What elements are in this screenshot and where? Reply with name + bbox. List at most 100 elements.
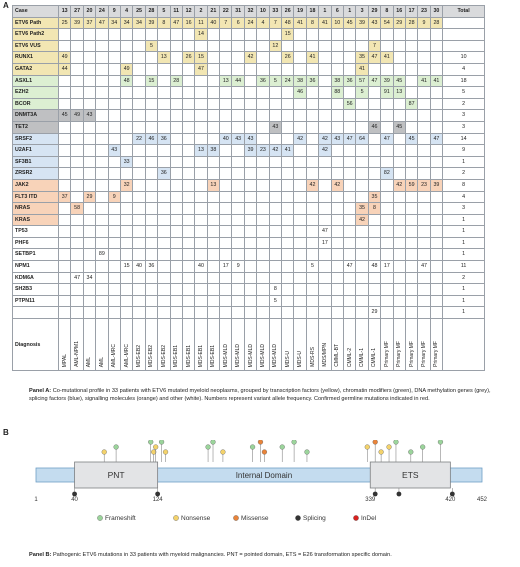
vaf-cell	[257, 121, 270, 134]
vaf-cell	[319, 87, 332, 99]
vaf-cell	[381, 179, 394, 192]
vaf-cell	[356, 261, 369, 273]
diagnosis-cell: MDS-EB1	[207, 319, 221, 372]
vaf-cell	[195, 307, 208, 320]
vaf-cell	[393, 249, 406, 262]
vaf-cell	[145, 156, 159, 169]
mutation-marker	[364, 444, 370, 450]
vaf-cell	[356, 295, 369, 308]
vaf-cell	[244, 214, 258, 227]
vaf-cell: 13	[158, 52, 171, 64]
vaf-cell	[381, 29, 394, 41]
vaf-cell: 15	[145, 75, 159, 88]
row-total: 9	[443, 145, 486, 157]
vaf-cell	[71, 156, 84, 169]
vaf-cell	[356, 307, 369, 320]
vaf-cell	[59, 284, 72, 296]
vaf-cell	[244, 261, 258, 273]
case-number: 5	[158, 6, 171, 18]
vaf-cell	[195, 168, 208, 180]
mutation-marker	[153, 444, 159, 450]
case-number: 17	[405, 6, 419, 18]
mutation-marker	[279, 444, 285, 450]
table-row: SRSF2 22 46 36 40 43 43 42 42 43 47 64 47 45 47 14	[13, 133, 486, 146]
case-number: 10	[257, 6, 270, 18]
vaf-cell	[232, 121, 245, 134]
vaf-cell	[170, 121, 183, 134]
vaf-cell	[83, 203, 97, 215]
vaf-cell	[405, 203, 419, 215]
domain-label: Internal Domain	[236, 471, 292, 480]
vaf-cell	[158, 214, 171, 227]
vaf-cell: 43	[108, 145, 121, 157]
mutation-marker	[261, 449, 268, 455]
vaf-cell	[343, 307, 357, 320]
vaf-cell	[59, 203, 72, 215]
vaf-cell: 16	[182, 17, 196, 30]
vaf-cell	[59, 179, 72, 192]
vaf-cell	[343, 121, 357, 134]
vaf-cell	[418, 156, 431, 169]
vaf-cell	[368, 295, 382, 308]
legend-label: Nonsense	[181, 515, 211, 522]
vaf-cell	[158, 98, 171, 111]
vaf-cell	[418, 63, 431, 76]
vaf-cell: 12	[269, 40, 283, 53]
vaf-cell	[83, 295, 97, 308]
vaf-cell	[182, 295, 196, 308]
vaf-cell	[405, 52, 419, 64]
vaf-cell	[182, 261, 196, 273]
vaf-cell	[108, 40, 121, 53]
vaf-cell: 11	[195, 17, 208, 30]
vaf-cell	[133, 203, 146, 215]
vaf-cell: 40	[195, 261, 208, 273]
vaf-cell	[120, 52, 134, 64]
vaf-cell	[96, 110, 109, 122]
table-row: U2AF1 43 13 38 39 23 42 41 42 9	[13, 145, 486, 157]
axis-tick-label: 339	[365, 497, 376, 503]
vaf-cell	[393, 237, 406, 250]
vaf-cell	[83, 168, 97, 180]
vaf-cell	[133, 214, 146, 227]
vaf-cell: 17	[220, 261, 233, 273]
vaf-cell	[319, 272, 332, 285]
vaf-cell	[182, 40, 196, 53]
diagnosis-cell: MDS-U	[282, 319, 295, 372]
vaf-cell	[145, 121, 159, 134]
vaf-cell	[430, 29, 444, 41]
vaf-cell	[133, 272, 146, 285]
vaf-cell	[368, 133, 382, 146]
vaf-cell	[368, 145, 382, 157]
vaf-cell	[232, 145, 245, 157]
vaf-cell	[381, 63, 394, 76]
vaf-cell	[331, 295, 344, 308]
diagnosis-cell: MDS-MLD	[257, 319, 270, 372]
vaf-cell: 41	[294, 17, 307, 30]
diagnosis-text: MDS-RS	[309, 347, 316, 368]
vaf-cell	[381, 284, 394, 296]
diagnosis-text: Primary MF	[383, 341, 390, 368]
vaf-cell	[306, 249, 320, 262]
vaf-cell	[59, 29, 72, 41]
vaf-cell	[331, 168, 344, 180]
vaf-cell	[133, 121, 146, 134]
vaf-cell	[182, 133, 196, 146]
diagnosis-text: MDS-U	[297, 350, 304, 368]
vaf-cell	[244, 63, 258, 76]
vaf-cell	[232, 29, 245, 41]
vaf-cell	[220, 307, 233, 320]
vaf-cell	[133, 307, 146, 320]
gene-label: ZRSR2	[13, 168, 59, 180]
vaf-cell	[294, 272, 307, 285]
vaf-cell	[381, 40, 394, 53]
vaf-cell	[356, 237, 369, 250]
table-row: FLT3 ITD 37 29 9 35 4	[13, 191, 486, 204]
vaf-cell	[232, 295, 245, 308]
table-row: SF3B1 33 1	[13, 156, 486, 169]
vaf-cell	[306, 203, 320, 215]
vaf-cell	[108, 29, 121, 41]
vaf-cell	[319, 295, 332, 308]
vaf-cell: 42	[331, 179, 344, 192]
vaf-cell	[343, 156, 357, 169]
vaf-cell	[368, 156, 382, 169]
